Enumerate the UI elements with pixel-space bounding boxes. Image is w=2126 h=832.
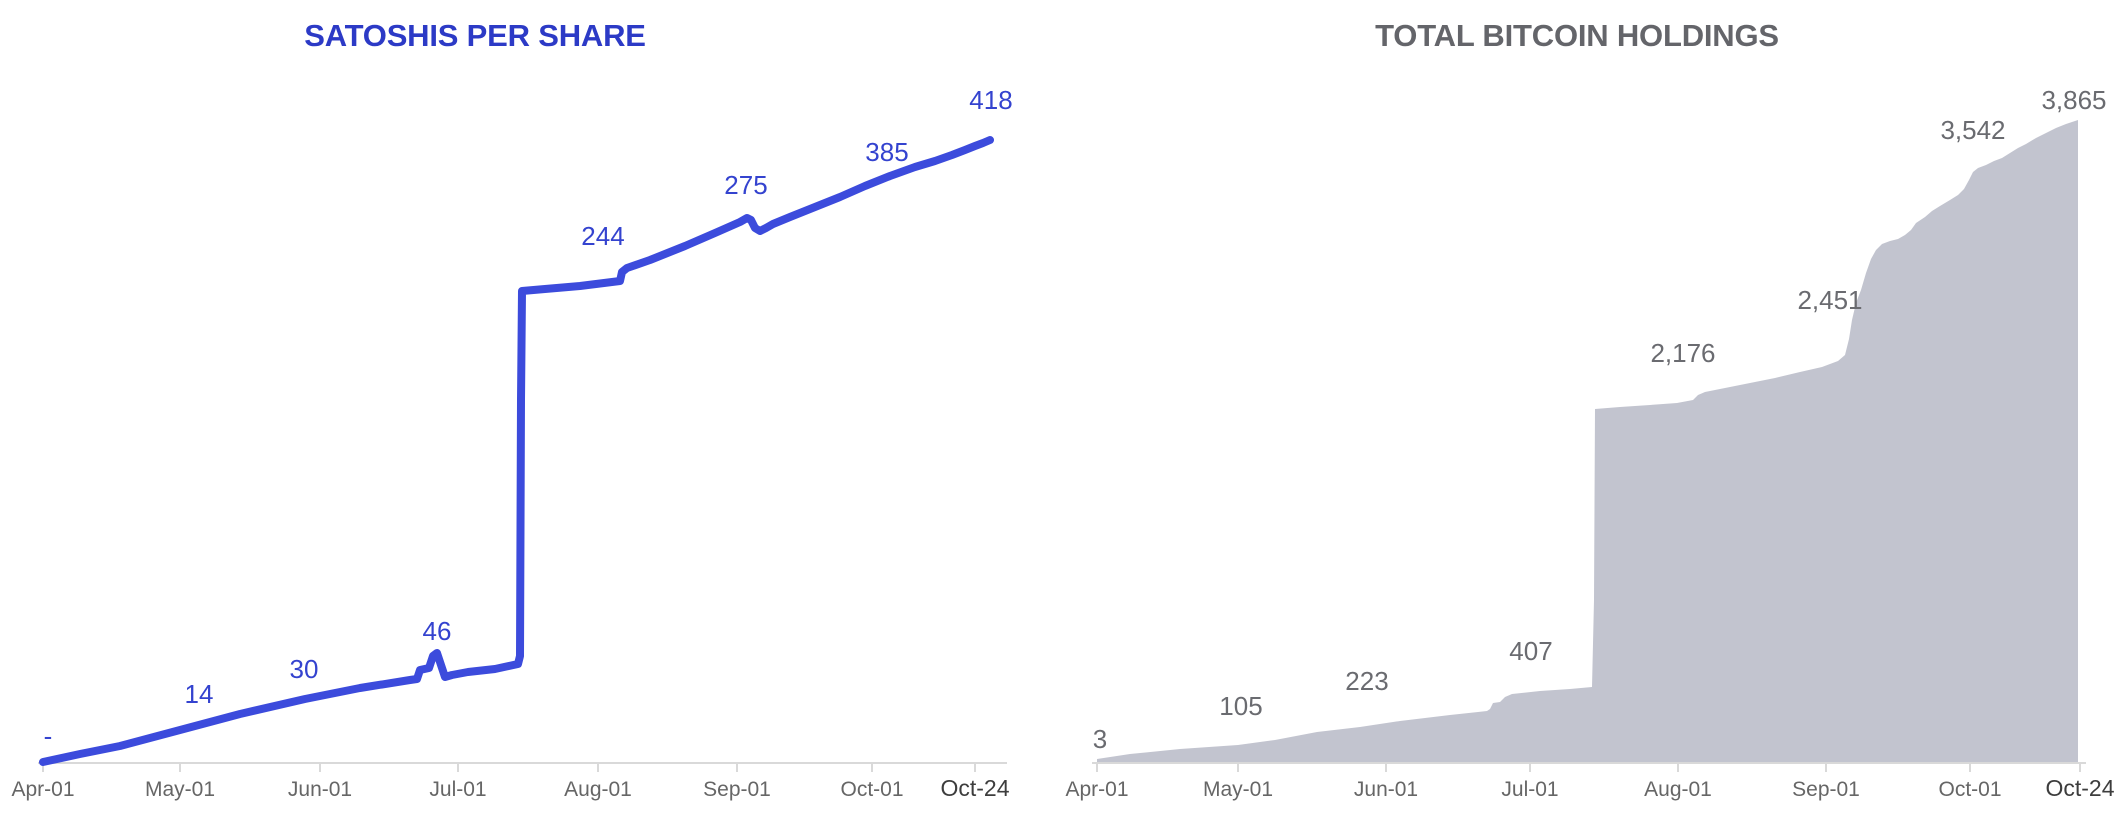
total-bitcoin-holdings-x-tick-label: Sep-01 xyxy=(1792,778,1860,801)
satoshis-per-share-data-point-label: 30 xyxy=(290,654,319,684)
total-bitcoin-holdings-area-series xyxy=(1097,120,2078,762)
satoshis-per-share-x-tick-label: May-01 xyxy=(145,778,215,801)
total-bitcoin-holdings-data-point-label: 407 xyxy=(1509,636,1552,666)
satoshis-per-share-x-tick-label: Oct-24 xyxy=(940,775,1009,801)
satoshis-per-share-data-point-label: 14 xyxy=(185,679,214,709)
total-bitcoin-holdings-data-point-label: 105 xyxy=(1219,691,1262,721)
satoshis-per-share-line-series xyxy=(39,136,994,766)
satoshis-per-share-x-tick-label: Apr-01 xyxy=(11,778,74,801)
left-chart-title: SATOSHIS PER SHARE xyxy=(304,18,646,53)
right-chart-title: TOTAL BITCOIN HOLDINGS xyxy=(1375,18,1779,53)
satoshis-per-share-data-point-label: 418 xyxy=(969,85,1012,115)
satoshis-per-share-data-point-label: 46 xyxy=(423,616,452,646)
satoshis-per-share-x-tick-label: Jul-01 xyxy=(429,778,486,801)
total-bitcoin-holdings-data-point-label: 3,865 xyxy=(2041,85,2106,115)
total-bitcoin-holdings-x-tick-label: Aug-01 xyxy=(1644,778,1712,801)
satoshis-per-share-data-point-label: 244 xyxy=(581,221,624,251)
total-bitcoin-holdings-x-tick-label: Apr-01 xyxy=(1065,778,1128,801)
total-bitcoin-holdings-data-point-label: 2,451 xyxy=(1797,285,1862,315)
satoshis-per-share-data-point-label: 385 xyxy=(865,137,908,167)
satoshis-per-share-x-tick-label: Sep-01 xyxy=(703,778,771,801)
total-bitcoin-holdings-x-tick-label: Oct-01 xyxy=(1938,778,2001,801)
total-bitcoin-holdings-data-point-label: 3,542 xyxy=(1940,115,2005,145)
total-bitcoin-holdings-x-tick-label: Jul-01 xyxy=(1501,778,1558,801)
total-bitcoin-holdings-data-point-label: 223 xyxy=(1345,666,1388,696)
total-bitcoin-holdings-x-tick-label: Jun-01 xyxy=(1354,778,1418,801)
total-bitcoin-holdings-x-tick-label: Oct-24 xyxy=(2045,775,2114,801)
total-bitcoin-holdings-x-tick-label: May-01 xyxy=(1203,778,1273,801)
satoshis-per-share-x-tick-label: Oct-01 xyxy=(840,778,903,801)
total-bitcoin-holdings-data-point-label: 2,176 xyxy=(1650,338,1715,368)
total-bitcoin-holdings-data-point-label: 3 xyxy=(1093,724,1107,754)
satoshis-per-share-data-point-label: 275 xyxy=(724,170,767,200)
satoshis-per-share-data-point-label: - xyxy=(44,721,53,751)
satoshis-per-share-x-tick-label: Aug-01 xyxy=(564,778,632,801)
satoshis-per-share-x-tick-label: Jun-01 xyxy=(288,778,352,801)
